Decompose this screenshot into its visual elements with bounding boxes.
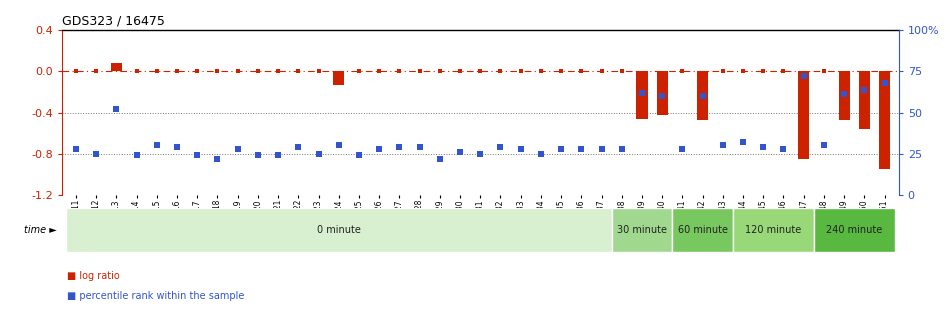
Text: time ►: time ► [25, 225, 57, 235]
Text: ■ percentile rank within the sample: ■ percentile rank within the sample [67, 291, 244, 301]
Bar [333, 72, 344, 85]
Bar [879, 72, 890, 169]
Bar [839, 72, 849, 120]
Text: GDS323 / 16475: GDS323 / 16475 [62, 15, 165, 28]
Text: ■ log ratio: ■ log ratio [67, 270, 119, 281]
Bar [733, 208, 814, 252]
Bar [798, 72, 809, 159]
Bar [66, 208, 611, 252]
Bar [859, 72, 870, 129]
Text: 30 minute: 30 minute [617, 225, 667, 235]
Text: 120 minute: 120 minute [746, 225, 802, 235]
Bar [656, 72, 668, 115]
Bar [636, 72, 648, 119]
Bar [697, 72, 708, 120]
Text: 240 minute: 240 minute [826, 225, 883, 235]
Bar [111, 63, 122, 72]
Bar [611, 208, 672, 252]
Text: 60 minute: 60 minute [678, 225, 728, 235]
Text: 0 minute: 0 minute [317, 225, 360, 235]
Bar [814, 208, 895, 252]
Bar [672, 208, 733, 252]
